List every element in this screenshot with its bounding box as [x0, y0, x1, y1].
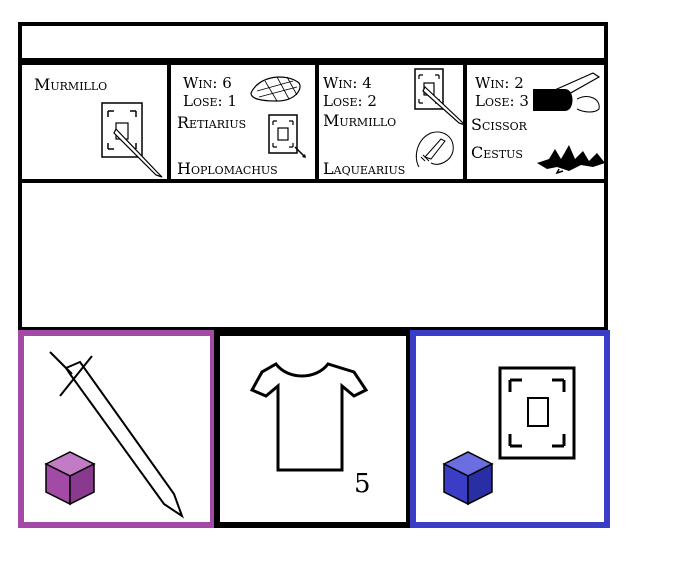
lose-count: Lose: 2	[323, 92, 377, 110]
win-count: Win: 2	[475, 74, 524, 92]
player-card[interactable]: Murmillo	[22, 65, 171, 179]
opponent-card[interactable]: Win: 6 Lose: 1 Retiarius Hoplomachus	[171, 65, 319, 179]
lose-count: Lose: 1	[183, 92, 237, 110]
weapon-slot[interactable]	[18, 330, 216, 528]
opponent-card[interactable]: Win: 2 Lose: 3 Scissor Cestus	[467, 65, 608, 179]
tunic-icon	[249, 362, 369, 472]
sword-shield-icon	[101, 102, 163, 178]
win-count: Win: 4	[323, 74, 372, 92]
purple-cube-icon	[44, 451, 96, 506]
gladiator-roster: Murmillo Win: 6 Lose: 1 Retiarius Hoplom…	[18, 61, 608, 183]
lose-count: Lose: 3	[475, 92, 529, 110]
primary-class-label: Murmillo	[323, 111, 397, 130]
blue-cube-icon	[442, 451, 494, 506]
primary-class-label: Scissor	[471, 115, 527, 134]
secondary-class-label: Cestus	[471, 143, 523, 162]
armor-slot[interactable]: 5	[214, 330, 412, 528]
win-count: Win: 6	[183, 74, 232, 92]
primary-class-label: Retiarius	[177, 113, 247, 132]
arm-blade-icon	[533, 72, 601, 113]
sword-shield-icon	[414, 68, 466, 126]
shield-slot[interactable]	[410, 330, 610, 528]
sword-icon	[49, 351, 184, 519]
secondary-class-label: Laquearius	[323, 159, 406, 178]
spiked-glove-icon	[537, 145, 605, 175]
player-class-label: Murmillo	[34, 75, 108, 94]
shield-icon	[498, 366, 576, 460]
armor-count: 5	[354, 469, 371, 499]
message-panel	[18, 179, 608, 331]
secondary-class-label: Hoplomachus	[177, 159, 278, 178]
shield-icon	[268, 114, 306, 158]
lasso-icon	[415, 131, 454, 168]
opponent-card[interactable]: Win: 4 Lose: 2 Murmillo Laquearius	[319, 65, 467, 179]
net-icon	[250, 76, 301, 102]
title-bar	[18, 22, 608, 62]
